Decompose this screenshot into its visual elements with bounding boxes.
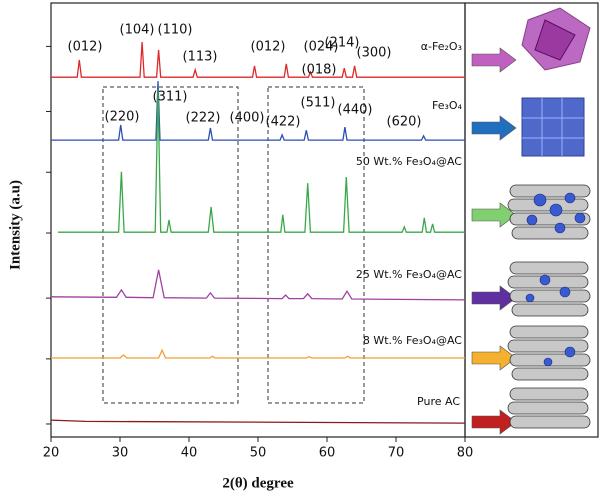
x-tick-label: 80 [457, 446, 474, 461]
spectrum-line [51, 348, 465, 359]
x-tick-label: 70 [388, 446, 405, 461]
peak-label: (511) [301, 96, 336, 111]
spectrum-line [50, 269, 466, 301]
dashed-box [267, 86, 365, 404]
peak-label: (018) [302, 63, 337, 78]
peak-label: (400) [230, 111, 265, 126]
crystal-images [521, 7, 591, 157]
series-label: Pure AC [417, 395, 460, 408]
peak-label: (620) [387, 115, 422, 130]
x-axis-label: 2(θ) degree [222, 475, 294, 491]
peak-label: (110) [158, 23, 193, 38]
peak-label: (422) [266, 115, 301, 130]
peak-label: (220) [105, 110, 140, 125]
series-label: Fe₃O₄ [432, 99, 463, 112]
series-label: α-Fe₂O₃ [421, 40, 462, 53]
x-tick-label: 40 [181, 446, 198, 461]
peak-label: (440) [338, 103, 373, 118]
arrows [471, 47, 517, 435]
peak-label: (104) [120, 23, 155, 38]
series-label: 8 Wt.% Fe₃O₄@AC [363, 334, 462, 347]
peak-label: (222) [186, 111, 221, 126]
spectrum-line [51, 81, 465, 141]
plot-frame [50, 2, 466, 438]
spectrum-line [51, 42, 465, 78]
peak-label: (012) [68, 40, 103, 55]
peak-label: (024) [304, 40, 339, 55]
peak-label: (214) [325, 36, 360, 51]
x-tick-label: 60 [319, 446, 336, 461]
x-tick-label: 20 [43, 446, 60, 461]
spectrum-line [50, 419, 466, 424]
peak-label: (311) [153, 90, 188, 105]
x-tick-label: 50 [250, 446, 267, 461]
peak-label: (300) [357, 46, 392, 61]
dashed-box [102, 86, 239, 404]
spectrum-line [57, 89, 465, 233]
x-tick-label: 30 [112, 446, 129, 461]
y-axis-label: Intensity (a.u) [7, 180, 23, 270]
peak-label: (012) [251, 40, 286, 55]
particles [525, 192, 586, 367]
peak-label: (113) [183, 50, 218, 65]
series-label: 25 Wt.% Fe₃O₄@AC [356, 268, 462, 281]
side-panel [464, 2, 599, 438]
tube-bundles [507, 184, 591, 429]
series-label: 50 Wt.% Fe₃O₄@AC [356, 155, 462, 168]
